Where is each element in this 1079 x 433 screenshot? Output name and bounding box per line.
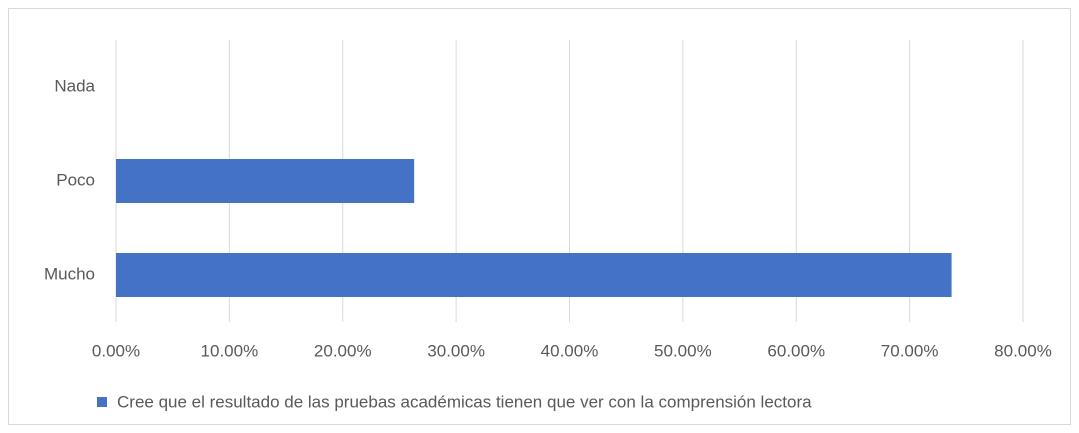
x-tick-label: 50.00% (654, 341, 712, 360)
legend-swatch (97, 397, 107, 407)
y-tick-label: Poco (56, 170, 95, 189)
x-tick-label: 0.00% (92, 341, 140, 360)
y-tick-label: Mucho (44, 264, 95, 283)
x-tick-label: 20.00% (314, 341, 372, 360)
bar (116, 253, 952, 297)
bar (116, 159, 415, 203)
x-tick-label: 70.00% (881, 341, 939, 360)
x-tick-label: 10.00% (201, 341, 259, 360)
x-tick-label: 30.00% (427, 341, 485, 360)
x-tick-label: 60.00% (767, 341, 825, 360)
x-tick-label: 80.00% (994, 341, 1052, 360)
legend-label: Cree que el resultado de las pruebas aca… (117, 392, 812, 411)
y-tick-label: Nada (54, 76, 95, 95)
chart-border (8, 8, 1071, 425)
x-tick-label: 40.00% (541, 341, 599, 360)
